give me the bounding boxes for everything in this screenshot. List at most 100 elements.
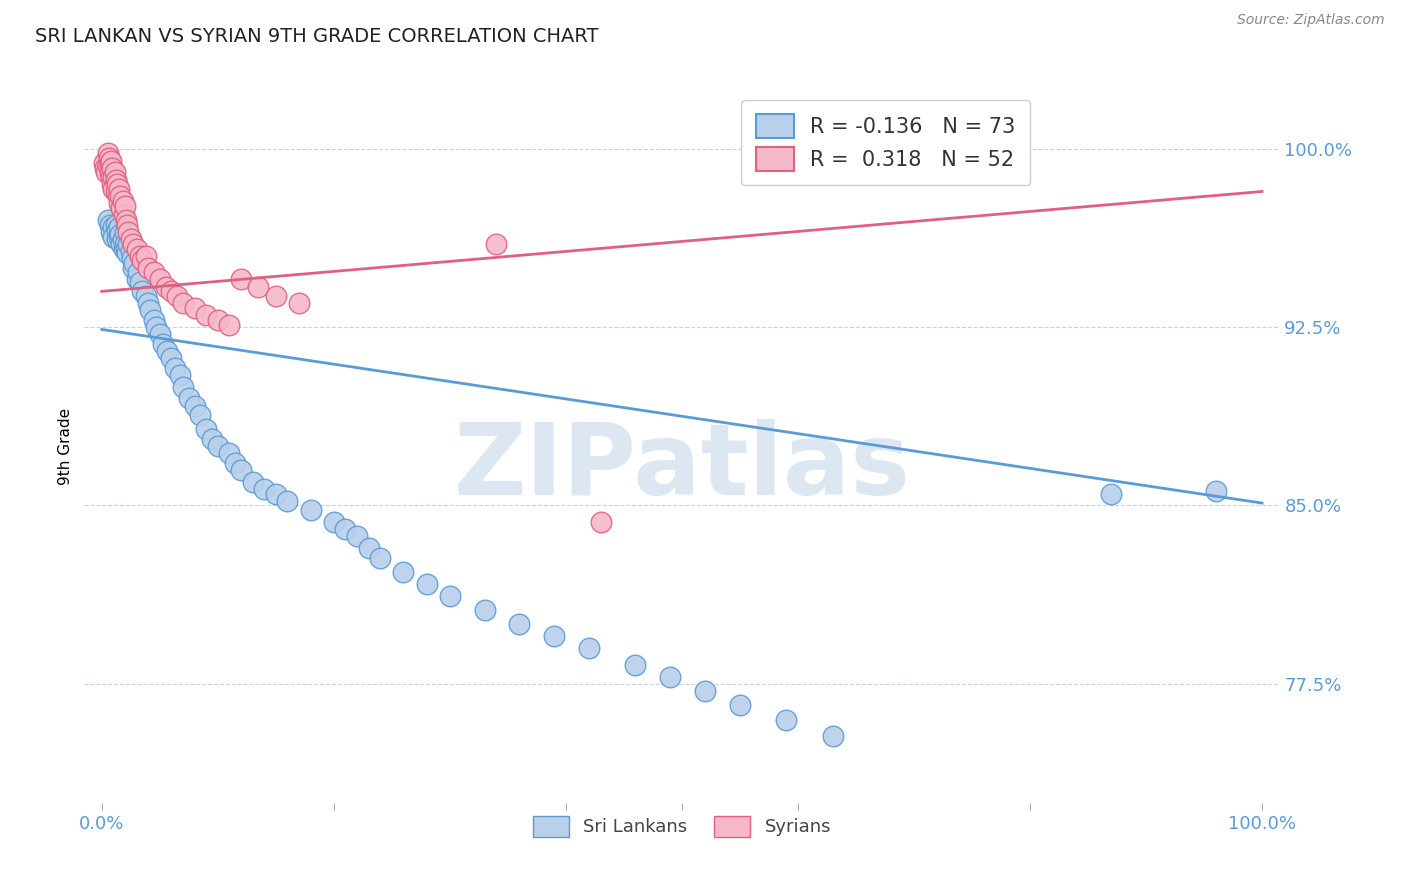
Text: Source: ZipAtlas.com: Source: ZipAtlas.com	[1237, 13, 1385, 28]
Point	[101, 161, 124, 175]
Point	[1099, 486, 1122, 500]
Point	[105, 178, 128, 192]
Point	[136, 260, 159, 275]
Point	[114, 225, 136, 239]
Point	[107, 189, 129, 203]
Point	[135, 289, 157, 303]
Point	[108, 196, 131, 211]
Point	[104, 185, 127, 199]
Point	[125, 272, 148, 286]
Point	[93, 156, 115, 170]
Point	[127, 265, 149, 279]
Point	[131, 253, 153, 268]
Point	[117, 236, 139, 251]
Point	[172, 296, 194, 310]
Point	[578, 641, 600, 656]
Point	[108, 182, 131, 196]
Point	[177, 392, 200, 406]
Point	[149, 327, 172, 342]
Point	[160, 351, 183, 365]
Point	[392, 565, 415, 579]
Point	[368, 550, 391, 565]
Point	[156, 343, 179, 358]
Point	[103, 165, 125, 179]
Point	[152, 336, 174, 351]
Legend: Sri Lankans, Syrians: Sri Lankans, Syrians	[526, 808, 838, 844]
Point	[335, 522, 357, 536]
Point	[183, 399, 205, 413]
Point	[624, 657, 647, 672]
Point	[122, 236, 145, 251]
Point	[122, 260, 145, 275]
Point	[439, 589, 461, 603]
Point	[195, 422, 218, 436]
Point	[97, 213, 120, 227]
Point	[155, 279, 177, 293]
Point	[101, 178, 124, 192]
Point	[207, 313, 229, 327]
Point	[104, 172, 127, 186]
Text: SRI LANKAN VS SYRIAN 9TH GRADE CORRELATION CHART: SRI LANKAN VS SYRIAN 9TH GRADE CORRELATI…	[35, 27, 599, 45]
Point	[253, 482, 276, 496]
Point	[229, 272, 252, 286]
Point	[103, 182, 125, 196]
Point	[135, 249, 157, 263]
Point	[485, 236, 508, 251]
Point	[103, 170, 125, 185]
Point	[474, 603, 496, 617]
Point	[114, 236, 136, 251]
Point	[659, 670, 682, 684]
Point	[207, 439, 229, 453]
Point	[169, 368, 191, 382]
Point	[110, 189, 132, 203]
Point	[111, 232, 134, 246]
Point	[112, 242, 135, 256]
Point	[543, 629, 565, 643]
Point	[120, 244, 142, 258]
Y-axis label: 9th Grade: 9th Grade	[58, 408, 73, 484]
Point	[111, 194, 134, 208]
Point	[224, 456, 246, 470]
Point	[105, 232, 128, 246]
Point	[129, 249, 152, 263]
Point	[121, 251, 143, 265]
Point	[143, 265, 166, 279]
Point	[125, 242, 148, 256]
Point	[264, 289, 287, 303]
Point	[110, 201, 132, 215]
Point	[115, 242, 138, 256]
Point	[276, 493, 298, 508]
Point	[195, 308, 218, 322]
Point	[172, 379, 194, 393]
Point	[100, 170, 122, 185]
Point	[131, 285, 153, 299]
Point	[114, 199, 136, 213]
Point	[821, 729, 844, 743]
Point	[183, 301, 205, 315]
Point	[346, 529, 368, 543]
Point	[110, 236, 132, 251]
Point	[264, 486, 287, 500]
Point	[143, 313, 166, 327]
Point	[104, 218, 127, 232]
Point	[117, 246, 139, 260]
Point	[108, 229, 131, 244]
Point	[695, 684, 717, 698]
Point	[288, 296, 311, 310]
Point	[136, 296, 159, 310]
Point	[105, 222, 128, 236]
Point	[100, 225, 122, 239]
Point	[117, 218, 139, 232]
Point	[122, 256, 145, 270]
Point	[94, 161, 117, 175]
Point	[129, 275, 152, 289]
Point	[589, 515, 612, 529]
Point	[163, 360, 186, 375]
Point	[160, 285, 183, 299]
Point	[415, 577, 437, 591]
Point	[139, 303, 162, 318]
Point	[97, 158, 120, 172]
Point	[112, 208, 135, 222]
Point	[98, 156, 121, 170]
Point	[96, 165, 118, 179]
